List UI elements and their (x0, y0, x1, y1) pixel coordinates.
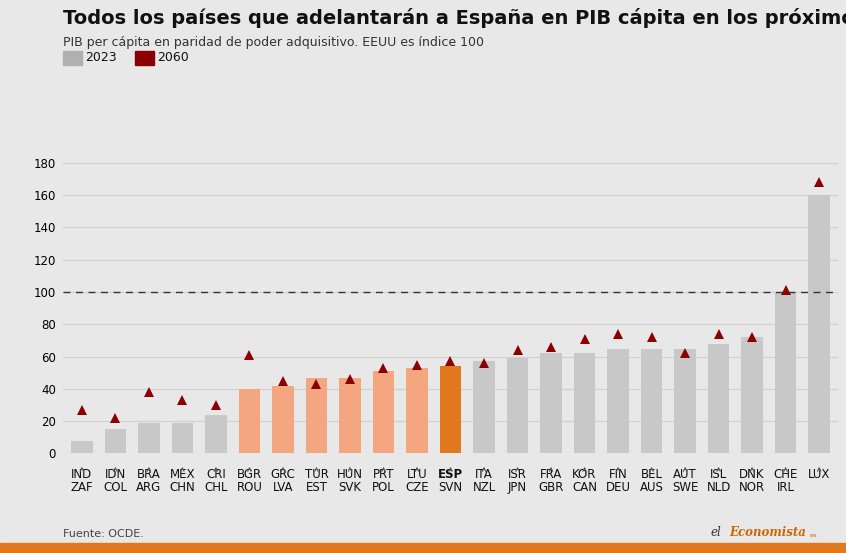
Text: NOR: NOR (739, 481, 765, 494)
Text: EST: EST (305, 481, 327, 494)
Text: IDN: IDN (105, 468, 126, 481)
Bar (507, 358, 529, 453)
Text: PRT: PRT (373, 468, 394, 481)
Text: KOR: KOR (573, 468, 596, 481)
Text: ISR: ISR (508, 468, 527, 481)
Bar (775, 292, 796, 453)
Text: LVA: LVA (272, 481, 294, 494)
Text: Todos los países que adelantarán a España en PIB cápita en los próximos años: Todos los países que adelantarán a Españ… (63, 8, 846, 28)
Text: CAN: CAN (572, 481, 597, 494)
Bar (607, 348, 629, 453)
Text: ZAF: ZAF (70, 481, 93, 494)
Text: LUX: LUX (808, 468, 830, 481)
Bar (540, 353, 562, 453)
Bar (808, 195, 830, 453)
Text: PIB per cápita en paridad de poder adquisitivo. EEUU es índice 100: PIB per cápita en paridad de poder adqui… (63, 36, 485, 49)
Text: AUS: AUS (640, 481, 663, 494)
Bar (406, 368, 428, 453)
Text: HUN: HUN (337, 468, 363, 481)
Bar (239, 389, 261, 453)
Text: BEL: BEL (640, 468, 662, 481)
Text: COL: COL (103, 481, 128, 494)
Text: DEU: DEU (606, 481, 630, 494)
Text: SVK: SVK (338, 481, 361, 494)
Text: NLD: NLD (706, 481, 731, 494)
Bar (372, 371, 394, 453)
Text: ITA: ITA (475, 468, 493, 481)
Text: JPN: JPN (508, 481, 527, 494)
Bar (138, 423, 160, 453)
Text: CRI: CRI (206, 468, 226, 481)
Text: Fuente: OCDE.: Fuente: OCDE. (63, 529, 145, 539)
Bar (71, 441, 93, 453)
Text: ROU: ROU (237, 481, 262, 494)
Text: LTU: LTU (407, 468, 427, 481)
Text: FRA: FRA (540, 468, 562, 481)
Bar (741, 337, 763, 453)
Text: BGR: BGR (237, 468, 262, 481)
Text: CZE: CZE (405, 481, 429, 494)
Bar (440, 366, 461, 453)
Bar (339, 378, 361, 453)
Text: ESP: ESP (438, 468, 463, 481)
Text: BRA: BRA (137, 468, 161, 481)
Bar (272, 385, 294, 453)
Text: GRC: GRC (271, 468, 295, 481)
Bar (105, 429, 126, 453)
Text: Economista: Economista (729, 526, 806, 539)
Text: FIN: FIN (608, 468, 628, 481)
Text: SVN: SVN (438, 481, 463, 494)
Text: IND: IND (71, 468, 92, 481)
Bar (205, 415, 227, 453)
Bar (674, 348, 696, 453)
Text: ISL: ISL (710, 468, 728, 481)
Bar (473, 362, 495, 453)
Text: CHL: CHL (204, 481, 228, 494)
Text: POL: POL (372, 481, 395, 494)
Text: 2023: 2023 (85, 51, 117, 64)
Text: CHE: CHE (773, 468, 798, 481)
Text: CHN: CHN (169, 481, 195, 494)
Text: MEX: MEX (170, 468, 195, 481)
Text: IRL: IRL (777, 481, 794, 494)
Text: ₑₛ: ₑₛ (810, 529, 817, 539)
Text: DNK: DNK (739, 468, 765, 481)
Text: ARG: ARG (136, 481, 162, 494)
Bar (640, 348, 662, 453)
Text: TUR: TUR (305, 468, 328, 481)
Text: el: el (711, 526, 722, 539)
Text: AUT: AUT (673, 468, 697, 481)
Bar (305, 378, 327, 453)
Bar (574, 353, 596, 453)
Bar (708, 344, 729, 453)
Bar (172, 423, 193, 453)
Text: GBR: GBR (538, 481, 563, 494)
Text: NZL: NZL (472, 481, 496, 494)
Text: 2060: 2060 (157, 51, 190, 64)
Text: SWE: SWE (672, 481, 698, 494)
